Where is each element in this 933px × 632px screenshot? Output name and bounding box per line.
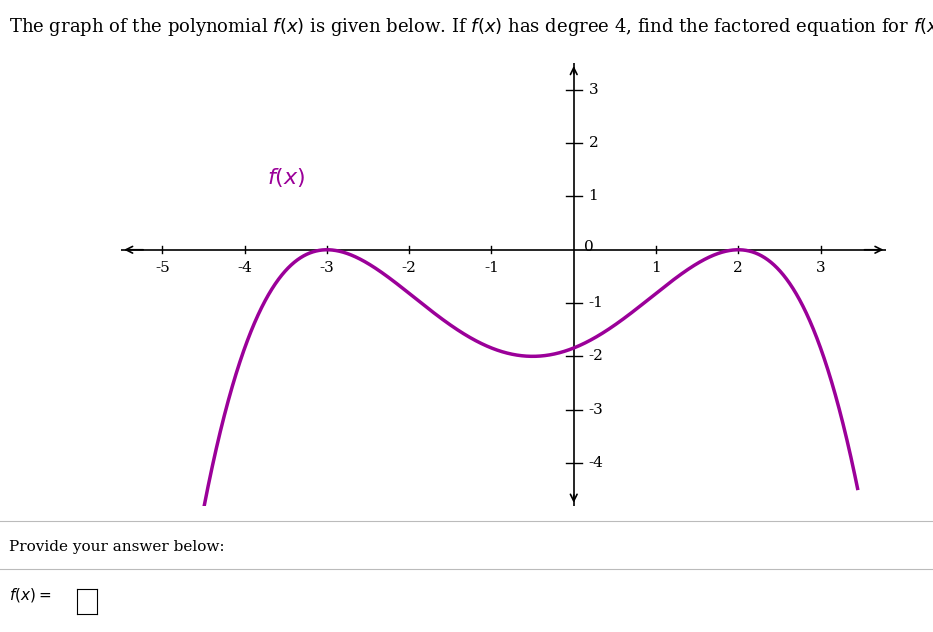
- Text: The graph of the polynomial $f(x)$ is given below. If $f(x)$ has degree 4, find : The graph of the polynomial $f(x)$ is gi…: [9, 16, 933, 38]
- Text: 1: 1: [651, 262, 661, 276]
- Text: -2: -2: [402, 262, 417, 276]
- Text: 2: 2: [733, 262, 744, 276]
- Text: $f(x) =$: $f(x) =$: [9, 586, 51, 604]
- Text: -1: -1: [589, 296, 604, 310]
- Text: 3: 3: [815, 262, 826, 276]
- Text: Provide your answer below:: Provide your answer below:: [9, 540, 225, 554]
- Text: $f(x)$: $f(x)$: [267, 166, 305, 190]
- Text: -5: -5: [155, 262, 170, 276]
- Text: -4: -4: [589, 456, 604, 470]
- Text: 0: 0: [584, 240, 593, 254]
- Text: 2: 2: [589, 136, 598, 150]
- Text: -2: -2: [589, 349, 604, 363]
- Text: 1: 1: [589, 190, 598, 204]
- Text: -4: -4: [237, 262, 252, 276]
- Text: -1: -1: [484, 262, 499, 276]
- Text: -3: -3: [589, 403, 604, 416]
- Text: 3: 3: [589, 83, 598, 97]
- Text: -3: -3: [320, 262, 334, 276]
